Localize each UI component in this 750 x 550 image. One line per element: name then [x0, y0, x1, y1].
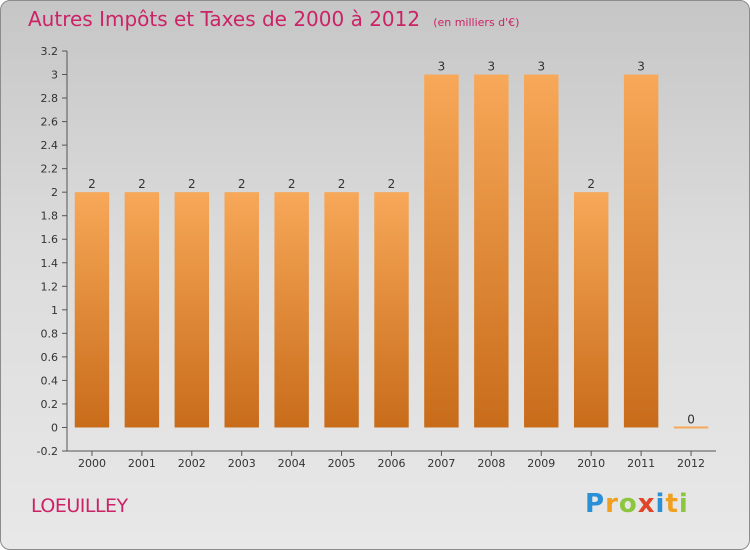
- data-label: 2: [88, 177, 96, 191]
- data-label: 2: [138, 177, 146, 191]
- data-label: 0: [687, 412, 695, 426]
- x-tick-label: 2007: [427, 457, 455, 470]
- proxiti-logo: Proxiti: [585, 489, 689, 519]
- bar: [573, 192, 609, 428]
- logo-letter: i: [678, 489, 689, 519]
- bar: [74, 192, 110, 428]
- data-label: 2: [188, 177, 196, 191]
- y-tick-label: 2.2: [41, 163, 59, 176]
- y-tick-label: 1.2: [41, 280, 59, 293]
- y-tick-label: 3.2: [41, 45, 59, 58]
- chart-title: Autres Impôts et Taxes de 2000 à 2012: [28, 7, 421, 31]
- y-tick-label: -0.2: [37, 445, 58, 458]
- logo-letter: x: [637, 489, 656, 519]
- x-tick-label: 2005: [328, 457, 356, 470]
- x-tick-label: 2008: [477, 457, 505, 470]
- chart-subtitle: (en milliers d'€): [433, 16, 520, 29]
- y-tick-label: 1: [51, 304, 58, 317]
- logo-letter: o: [618, 489, 638, 519]
- y-tick-label: 0.2: [41, 398, 59, 411]
- data-label: 2: [338, 177, 346, 191]
- data-label: 3: [488, 60, 496, 74]
- x-tick-label: 2004: [278, 457, 306, 470]
- x-tick-label: 2006: [378, 457, 406, 470]
- y-tick-label: 0.4: [41, 374, 59, 387]
- data-labels: 2 2 2 2 2 2 2 3 3 3 2 3 0: [88, 60, 695, 427]
- data-label: 2: [388, 177, 396, 191]
- bar: [524, 74, 559, 428]
- bar: [673, 426, 709, 429]
- bar: [424, 74, 459, 428]
- bar: [124, 192, 160, 428]
- bar: [274, 192, 309, 428]
- data-label: 3: [637, 60, 645, 74]
- x-tick-label: 2002: [178, 457, 206, 470]
- y-tick-label: 0.8: [41, 327, 59, 340]
- bar: [224, 192, 259, 428]
- y-tick-label: 2.8: [41, 92, 59, 105]
- x-tick-label: 2010: [577, 457, 605, 470]
- data-label: 3: [537, 60, 545, 74]
- x-tick-label: 2011: [627, 457, 655, 470]
- logo-letter: r: [605, 489, 619, 519]
- y-tick-label: 1.8: [41, 210, 59, 223]
- y-tick-label: 0.6: [41, 351, 59, 364]
- y-axis: -0.2 0 0.2 0.4 0.6 0.8 1 1.2 1.4 1.6 1.8 2 2.2 2.4 2.6…: [37, 45, 68, 458]
- x-tick-label: 2001: [128, 457, 156, 470]
- bars: [74, 74, 709, 429]
- x-tick-label: 2003: [228, 457, 256, 470]
- y-tick-label: 1.4: [41, 257, 59, 270]
- y-tick-label: 1.6: [41, 233, 59, 246]
- y-tick-label: 2: [51, 186, 58, 199]
- x-tick-label: 2012: [677, 457, 705, 470]
- bar: [374, 192, 409, 428]
- bar: [174, 192, 210, 428]
- title-row: Autres Impôts et Taxes de 2000 à 2012 (e…: [28, 7, 519, 31]
- location-label: LOEUILLEY: [31, 495, 128, 517]
- x-tick-label: 2000: [78, 457, 106, 470]
- x-axis: 2000 2001 2002 2003 2004 2005 2006 2007 2008 2009…: [67, 450, 716, 470]
- data-label: 2: [238, 177, 246, 191]
- data-label: 2: [288, 177, 296, 191]
- y-tick-label: 2.6: [41, 116, 59, 129]
- y-tick-label: 2.4: [41, 139, 59, 152]
- bar: [474, 74, 509, 428]
- bar: [623, 74, 659, 428]
- logo-letter: t: [665, 489, 679, 519]
- logo-letter: P: [585, 489, 606, 519]
- x-tick-label: 2009: [527, 457, 555, 470]
- data-label: 3: [438, 60, 446, 74]
- y-tick-label: 0: [51, 421, 58, 434]
- y-tick-label: 3: [51, 69, 58, 82]
- data-label: 2: [587, 177, 595, 191]
- logo-letter: i: [655, 489, 666, 519]
- bar: [324, 192, 359, 428]
